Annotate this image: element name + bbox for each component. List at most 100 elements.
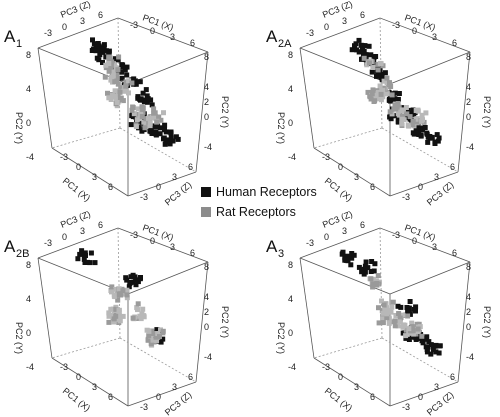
human-receptor-point <box>148 129 154 135</box>
rat-receptor-point <box>123 79 129 85</box>
legend-label-rat: Rat Receptors <box>216 205 296 219</box>
tick-pc3-top: 0 <box>62 232 67 242</box>
legend-swatch-rat <box>201 207 211 217</box>
rat-receptor-point <box>108 62 114 68</box>
human-receptor-point <box>424 347 430 352</box>
tick-pc1-top: -3 <box>130 230 138 240</box>
cube-edge <box>313 127 383 149</box>
cube-edge <box>195 51 209 173</box>
human-receptor-point <box>411 306 417 312</box>
human-receptor-point <box>423 344 429 350</box>
axis-title-pc1-top: PC1 (X) <box>403 12 437 32</box>
human-receptor-point <box>351 252 357 258</box>
tick-pc3-bottom: -3 <box>402 192 410 202</box>
tick-pc2-left: -4 <box>26 362 34 372</box>
tick-pc2-right: 2 <box>466 307 471 317</box>
tick-pc3-top: 6 <box>360 220 365 230</box>
rat-receptor-point <box>423 110 429 116</box>
human-receptor-point <box>410 107 416 113</box>
human-receptor-point <box>122 67 128 73</box>
human-receptor-point <box>420 127 426 133</box>
rat-receptor-point <box>384 315 390 321</box>
human-receptor-point <box>94 55 100 61</box>
human-receptor-point <box>100 60 105 65</box>
rat-receptor-point <box>158 327 163 333</box>
tick-pc2-right: 4 <box>204 292 209 302</box>
rat-receptor-point <box>377 83 383 89</box>
tick-pc1-bottom: 3 <box>92 382 97 392</box>
human-receptor-point <box>144 99 150 105</box>
human-receptor-point <box>123 275 129 281</box>
rat-receptor-point <box>367 94 373 100</box>
axis-title-pc2-left: PC2 (Y) <box>14 112 24 144</box>
tick-pc3-bottom: 6 <box>188 162 193 172</box>
human-receptor-point <box>97 52 103 58</box>
tick-pc3-top: 3 <box>342 226 347 236</box>
tick-pc2-left: -4 <box>288 152 296 162</box>
tick-pc3-bottom: -3 <box>402 402 410 412</box>
tick-pc2-left: 4 <box>26 84 31 94</box>
rat-receptor-point <box>361 55 367 61</box>
rat-receptor-point <box>414 321 420 327</box>
tick-pc2-right: 2 <box>466 97 471 107</box>
rat-receptor-point <box>106 310 112 316</box>
cube-edge <box>37 227 119 259</box>
rat-receptor-point <box>403 105 409 110</box>
rat-receptor-point <box>388 84 394 89</box>
cube-edge <box>299 227 381 259</box>
tick-pc3-bottom: 6 <box>450 162 455 172</box>
rat-receptor-point <box>380 316 385 322</box>
human-receptor-point <box>126 284 132 290</box>
tick-pc2-right: 0 <box>466 322 471 332</box>
rat-receptor-point <box>157 334 162 340</box>
human-receptor-point <box>428 351 434 357</box>
tick-pc1-top: 6 <box>452 38 457 48</box>
human-receptor-point <box>435 138 441 144</box>
rat-receptor-point <box>375 67 381 73</box>
human-receptor-point <box>374 73 379 79</box>
panel-label-subscript: 3 <box>278 248 284 260</box>
rat-receptor-point <box>399 113 405 119</box>
tick-pc2-right: 4 <box>466 82 471 92</box>
rat-receptor-point <box>112 62 118 68</box>
rat-receptor-point <box>148 341 154 347</box>
axis-title-pc1-top: PC1 (X) <box>403 222 437 242</box>
rat-receptor-point <box>370 87 376 93</box>
rat-receptor-point <box>406 330 412 336</box>
rat-receptor-point <box>397 315 403 321</box>
human-receptor-point <box>75 256 81 262</box>
rat-receptor-point <box>387 80 392 86</box>
rat-receptor-point <box>389 92 395 98</box>
rat-receptor-point <box>384 91 390 97</box>
rat-receptor-point <box>419 333 425 339</box>
human-receptor-point <box>407 116 413 122</box>
tick-pc2-left: 0 <box>26 328 31 338</box>
rat-receptor-point <box>367 60 372 66</box>
rat-receptor-point <box>400 312 406 318</box>
tick-pc3-bottom: 3 <box>434 382 439 392</box>
human-receptor-point <box>88 250 94 256</box>
tick-pc1-top: 0 <box>150 26 155 36</box>
tick-pc2-right: 2 <box>204 307 209 317</box>
human-receptor-point <box>101 44 107 50</box>
panel-label: A <box>266 237 278 256</box>
human-receptor-point <box>77 251 83 257</box>
rat-receptor-point <box>126 78 132 84</box>
rat-receptor-point <box>110 69 116 75</box>
tick-pc2-left: 4 <box>26 294 31 304</box>
human-receptor-point <box>85 259 90 265</box>
rat-receptor-point <box>410 122 416 128</box>
tick-pc3-bottom: 3 <box>172 382 177 392</box>
rat-receptor-point <box>380 310 386 316</box>
human-receptor-point <box>95 41 101 46</box>
human-receptor-point <box>419 338 425 344</box>
cube-edge <box>379 227 471 263</box>
tick-pc2-right: 2 <box>204 97 209 107</box>
human-receptor-point <box>81 256 87 262</box>
rat-receptor-point <box>108 306 114 312</box>
cube-edge <box>37 17 119 49</box>
rat-receptor-point <box>158 117 164 123</box>
tick-pc1-bottom: 6 <box>370 392 375 402</box>
rat-receptor-point <box>114 96 119 102</box>
